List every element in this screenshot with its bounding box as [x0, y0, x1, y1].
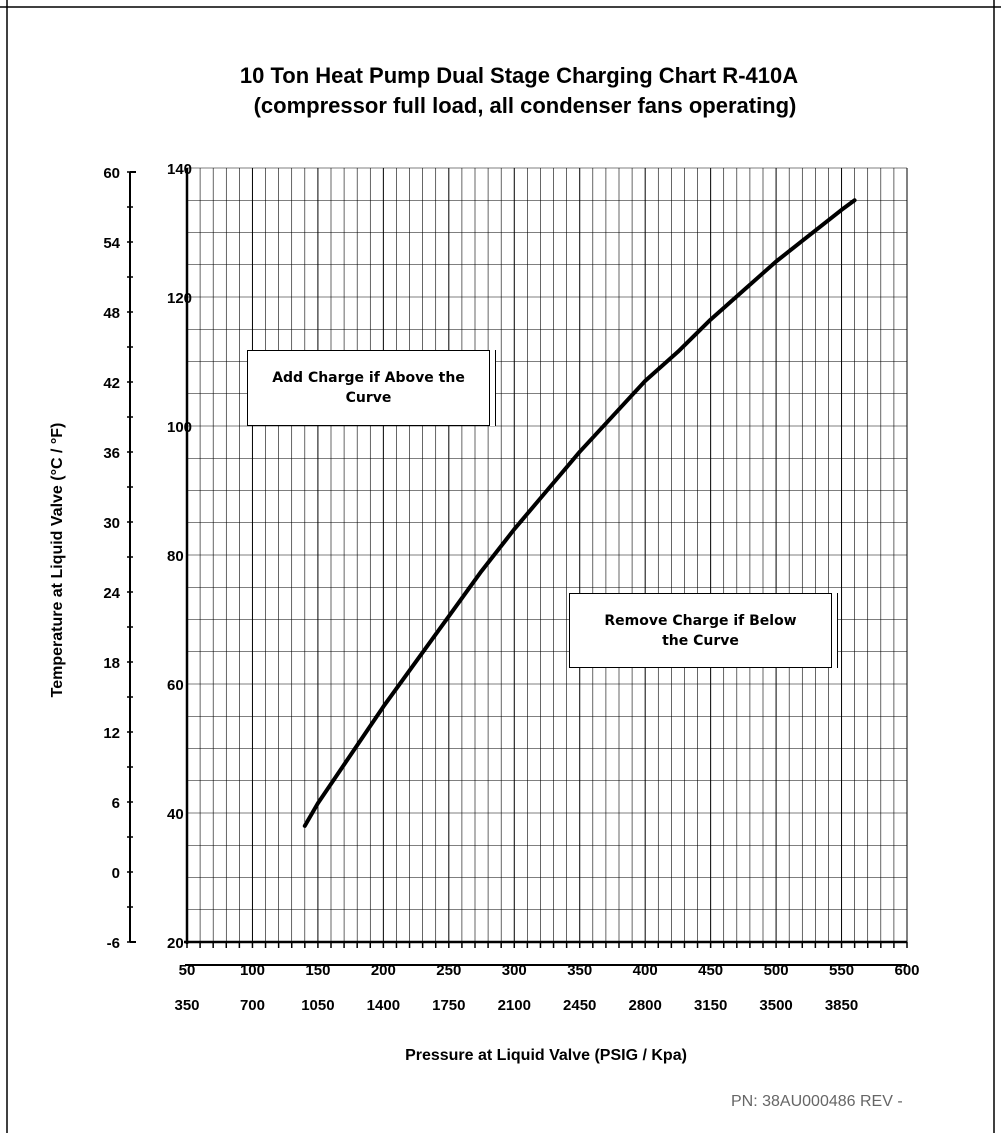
- chart-subtitle: (compressor full load, all condenser fan…: [254, 93, 797, 118]
- x-tick-label-psig: 500: [764, 962, 789, 979]
- y-tick-label-c: 0: [112, 865, 120, 882]
- x-tick-label-psig: 50: [179, 962, 196, 979]
- x-axis-label: Pressure at Liquid Valve (PSIG / Kpa): [405, 1047, 687, 1064]
- x-tick-label-kpa: 1400: [367, 997, 400, 1014]
- y-tick-label-c: 54: [103, 235, 120, 252]
- annotation-add-charge-text: Add Charge if Above the Curve: [272, 370, 465, 406]
- x-tick-label-kpa: 2800: [628, 997, 661, 1014]
- x-tick-label-kpa: 350: [174, 997, 199, 1014]
- y-tick-label-f: 120: [167, 290, 192, 307]
- y-tick-label-f: 20: [167, 935, 184, 952]
- y-tick-label-f: 100: [167, 419, 192, 436]
- y-tick-label-c: 60: [103, 165, 120, 182]
- x-tick-label-psig: 150: [305, 962, 330, 979]
- y-tick-label-c: 24: [103, 585, 120, 602]
- x-tick-label-psig: 100: [240, 962, 265, 979]
- x-tick-label-kpa: 3150: [694, 997, 727, 1014]
- y-tick-label-f: 80: [167, 548, 184, 565]
- x-tick-label-psig: 250: [436, 962, 461, 979]
- y-tick-label-c: 36: [103, 445, 120, 462]
- x-tick-label-psig: 600: [894, 962, 919, 979]
- x-tick-label-psig: 450: [698, 962, 723, 979]
- x-tick-label-psig: 550: [829, 962, 854, 979]
- x-tick-label-kpa: 1750: [432, 997, 465, 1014]
- y-tick-label-c: 12: [103, 725, 120, 742]
- y-axis-label: Temperature at Liquid Valve (°C / °F): [49, 423, 66, 698]
- annotation-add-charge: Add Charge if Above the Curve: [247, 350, 490, 426]
- grid: [186, 167, 908, 943]
- y-tick-label-c: 18: [103, 655, 120, 672]
- x-tick-label-kpa: 2100: [498, 997, 531, 1014]
- chart-title: 10 Ton Heat Pump Dual Stage Charging Cha…: [240, 63, 798, 88]
- x-tick-label-psig: 400: [633, 962, 658, 979]
- y-tick-label-f: 60: [167, 677, 184, 694]
- y-tick-label-c: 6: [112, 795, 120, 812]
- annotation-remove-charge-text: Remove Charge if Below the Curve: [604, 612, 797, 649]
- x-tick-label-kpa: 1050: [301, 997, 334, 1014]
- x-tick-label-kpa: 2450: [563, 997, 596, 1014]
- y-tick-label-c: -6: [107, 935, 120, 952]
- part-number: PN: 38AU000486 REV -: [731, 1093, 903, 1110]
- y-tick-label-f: 40: [167, 806, 184, 823]
- annotation-remove-charge: Remove Charge if Below the Curve: [569, 593, 832, 668]
- x-tick-label-kpa: 3500: [759, 997, 792, 1014]
- x-tick-label-psig: 200: [371, 962, 396, 979]
- x-tick-label-psig: 300: [502, 962, 527, 979]
- x-tick-label-kpa: 3850: [825, 997, 858, 1014]
- x-tick-label-psig: 350: [567, 962, 592, 979]
- y-tick-label-c: 48: [103, 305, 120, 322]
- curve-layer: [302, 198, 857, 828]
- y-tick-label-c: 30: [103, 515, 120, 532]
- y-tick-label-c: 42: [103, 375, 120, 392]
- axes: [127, 168, 908, 966]
- y-tick-label-f: 140: [167, 161, 192, 178]
- x-tick-label-kpa: 700: [240, 997, 265, 1014]
